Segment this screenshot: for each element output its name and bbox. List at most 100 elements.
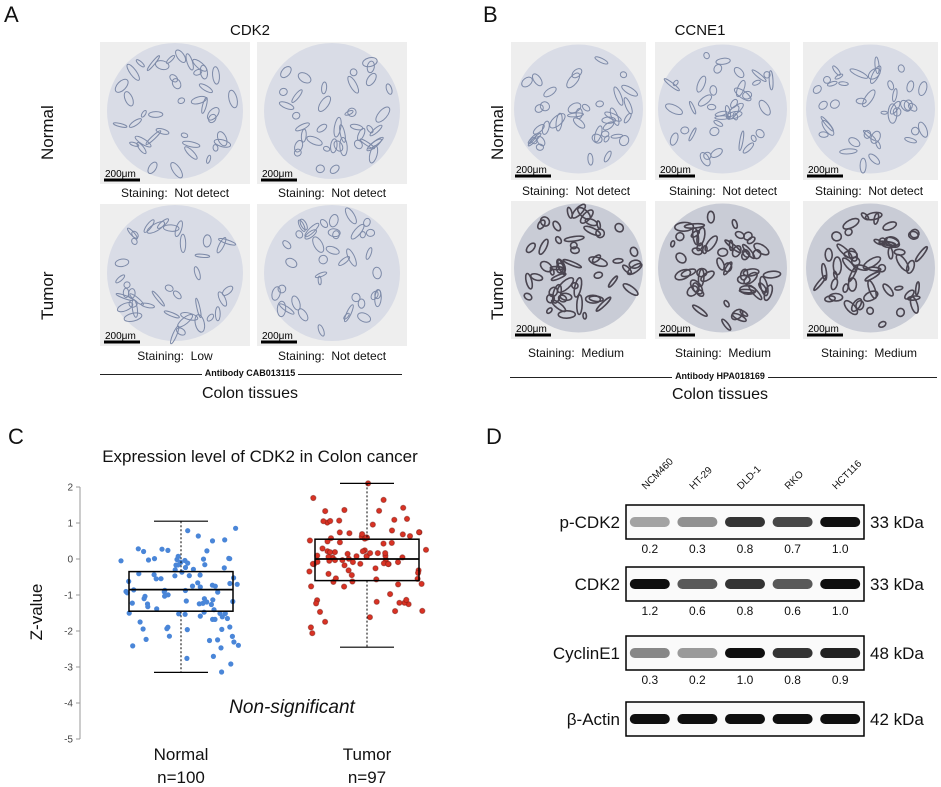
blot-band — [677, 517, 718, 527]
data-point — [219, 669, 225, 675]
panel-b-tumor-image-1: 200μm — [511, 201, 646, 339]
data-point — [204, 599, 210, 605]
data-point — [184, 627, 190, 633]
band-size-label: 48 kDa — [870, 644, 924, 663]
panel-b-staining-3: Staining: Not detect — [814, 184, 924, 198]
data-point — [175, 562, 181, 568]
x-category-label: Tumor — [343, 745, 392, 764]
data-point — [308, 583, 315, 590]
data-point — [374, 550, 381, 557]
blot-band — [820, 517, 861, 527]
data-point — [165, 547, 171, 553]
y-tick-label: -3 — [64, 663, 73, 674]
quant-value: 0.8 — [784, 673, 801, 687]
blot-band — [820, 579, 861, 589]
data-point — [346, 530, 353, 537]
data-point — [175, 553, 181, 559]
quant-value: 0.2 — [689, 673, 706, 687]
data-point — [399, 531, 406, 538]
data-point — [319, 545, 326, 552]
data-point — [221, 565, 227, 571]
y-tick-label: -5 — [64, 735, 73, 746]
data-point — [118, 558, 124, 564]
data-point — [153, 576, 159, 582]
data-point — [382, 550, 389, 557]
panel-b-row-normal: Normal — [488, 105, 507, 160]
panel-a-title: CDK2 — [229, 22, 270, 39]
data-point — [202, 562, 208, 568]
y-tick-label: -4 — [64, 699, 73, 710]
data-point — [186, 573, 192, 579]
data-point — [325, 570, 332, 577]
protein-label: CyclinE1 — [553, 644, 620, 663]
data-point — [341, 506, 348, 514]
y-tick-label: 1 — [67, 519, 73, 530]
cell-line-label: HCT116 — [831, 458, 865, 492]
panel-a-staining-2: Staining: Not detect — [277, 186, 387, 200]
data-point — [183, 598, 189, 604]
cell-line-label: HT-29 — [688, 465, 715, 492]
blot-band — [629, 579, 670, 589]
data-point — [189, 583, 196, 589]
data-point — [195, 533, 201, 539]
data-point — [142, 593, 148, 599]
band-size-label: 33 kDa — [870, 513, 924, 532]
data-point — [349, 578, 356, 585]
data-point — [369, 521, 376, 528]
data-point — [158, 576, 164, 582]
data-point — [422, 546, 430, 553]
data-point — [182, 564, 189, 571]
quant-value: 1.2 — [641, 604, 658, 618]
data-point — [209, 538, 216, 544]
panel-b-staining-5: Staining: Medium — [674, 346, 772, 360]
blot-band — [629, 517, 670, 527]
data-point — [341, 583, 348, 590]
data-point — [396, 599, 403, 606]
svg-text:200μm: 200μm — [516, 324, 547, 335]
data-point — [151, 572, 157, 578]
data-point — [327, 517, 334, 525]
svg-text:200μm: 200μm — [105, 169, 136, 180]
data-point — [210, 653, 216, 659]
data-point — [391, 516, 398, 523]
data-point — [387, 591, 394, 598]
data-point — [322, 618, 329, 625]
y-tick-label: -1 — [64, 591, 73, 602]
svg-text:200μm: 200μm — [516, 165, 547, 176]
data-point — [137, 619, 143, 625]
panel-b-row-tumor: Tumor — [488, 271, 507, 321]
expression-boxplot: Expression level of CDK2 in Colon cancer… — [27, 447, 430, 787]
quant-value: 1.0 — [832, 542, 849, 556]
y-tick-label: 2 — [67, 483, 73, 494]
panel-a-staining-1: Staining: Not detect — [120, 186, 230, 200]
panel-a-antibody: Antibody CAB013115 — [150, 368, 350, 378]
data-point — [306, 537, 313, 544]
data-point — [184, 655, 190, 661]
data-point — [373, 598, 380, 605]
svg-text:200μm: 200μm — [808, 324, 839, 335]
data-point — [212, 583, 218, 589]
blot-band — [725, 714, 765, 724]
blot-band — [629, 648, 670, 658]
data-point — [154, 606, 160, 612]
data-point — [372, 565, 379, 572]
data-point — [227, 624, 233, 630]
data-point — [406, 533, 414, 540]
data-point — [185, 528, 191, 534]
data-point — [222, 610, 228, 617]
data-point — [159, 546, 165, 552]
data-point — [394, 559, 402, 566]
data-point — [419, 607, 426, 614]
panel-a-tissue: Colon tissues — [201, 385, 299, 402]
data-point — [403, 596, 410, 603]
data-point — [359, 548, 366, 555]
data-point — [206, 637, 213, 644]
box-tumor — [314, 538, 420, 582]
group-n-label: n=100 — [157, 768, 205, 787]
data-point — [313, 600, 320, 607]
svg-text:200μm: 200μm — [660, 324, 691, 335]
panel-d-letter: D — [486, 424, 502, 449]
quant-value: 0.9 — [832, 673, 849, 687]
data-point — [385, 560, 392, 568]
protein-label: p-CDK2 — [560, 513, 620, 532]
